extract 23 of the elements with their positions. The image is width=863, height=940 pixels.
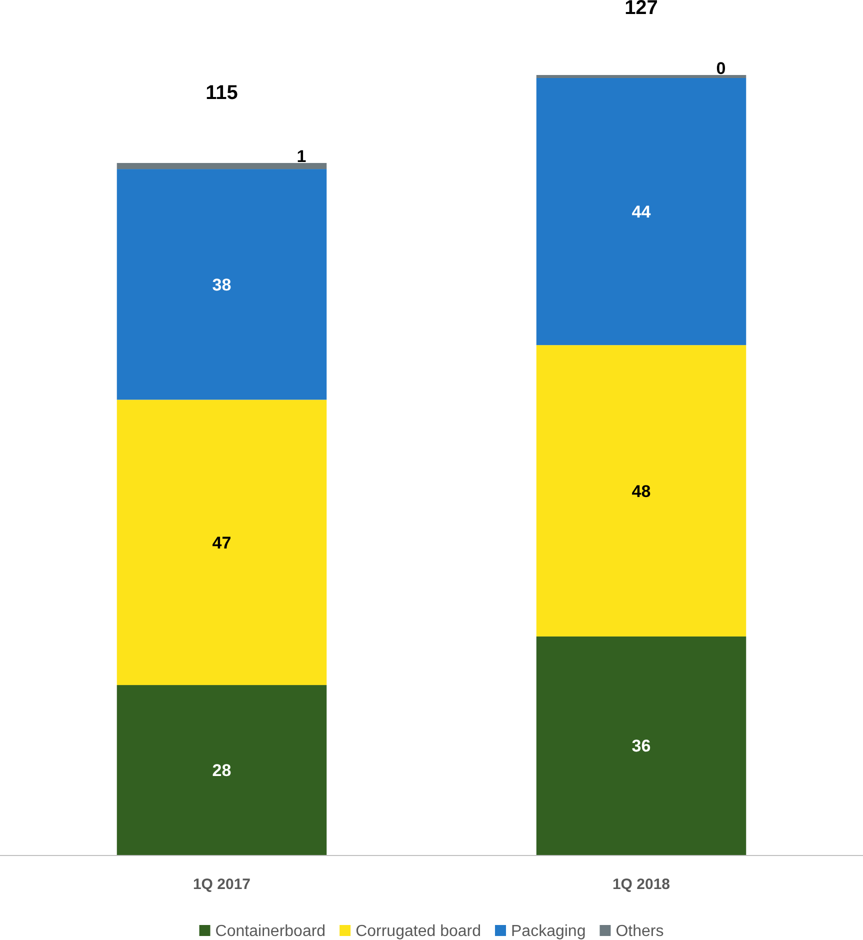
x-tick-label: 1Q 2017 — [192, 876, 251, 893]
data-label: 1 — [296, 146, 306, 166]
bar — [116, 400, 327, 686]
data-label: 48 — [632, 482, 651, 501]
bar — [116, 685, 327, 855]
legend-label: Packaging — [510, 923, 586, 940]
legend-label: Others — [616, 923, 664, 940]
bar — [116, 162, 327, 170]
data-label: 0 — [716, 59, 726, 78]
data-label: 44 — [632, 202, 652, 222]
bar — [116, 169, 327, 400]
data-label: 47 — [212, 533, 232, 552]
total-label: 127 — [624, 0, 658, 19]
data-label: 36 — [632, 736, 651, 756]
bar — [536, 345, 746, 636]
data-label: 28 — [212, 761, 232, 780]
data-label: 38 — [212, 275, 232, 294]
legend-label: Corrugated board — [356, 923, 481, 940]
legend-label: Containerboard — [215, 923, 326, 940]
bar — [536, 636, 746, 855]
bar — [536, 78, 746, 346]
total-label: 115 — [206, 82, 238, 104]
x-tick-label: 1Q 2018 — [612, 876, 670, 893]
